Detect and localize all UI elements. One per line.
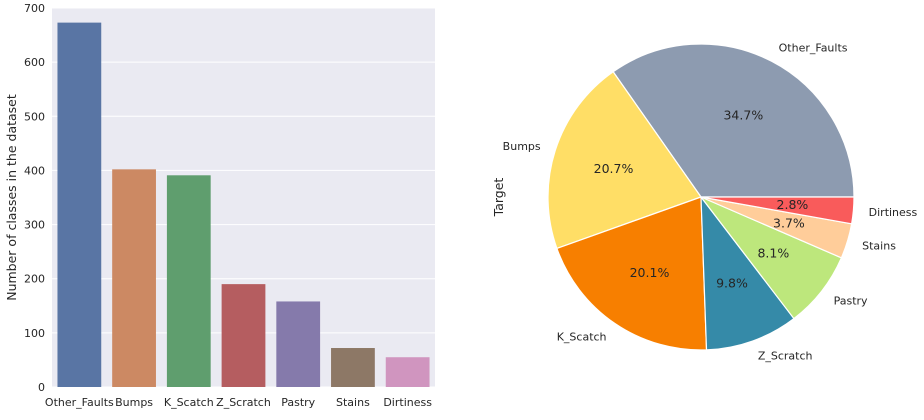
bar-y-tick-label: 700 xyxy=(24,2,45,15)
pie-category-label: Other_Faults xyxy=(779,42,848,55)
pie-slice-bumps xyxy=(547,71,702,250)
bar-y-tick-label: 100 xyxy=(24,327,45,340)
pie-category-label: Z_Scratch xyxy=(758,349,813,362)
bar-x-tick-label: Dirtiness xyxy=(383,396,432,409)
pie-slices xyxy=(547,43,855,351)
bar-x-tick-label: Stains xyxy=(336,396,370,409)
bar-x-tick-label: Bumps xyxy=(115,396,153,409)
bar-dirtiness xyxy=(385,357,430,387)
bar-bumps xyxy=(112,169,156,387)
bar-stains xyxy=(331,348,375,387)
pie-y-axis-label: Target xyxy=(491,178,506,218)
bar-x-ticks: Other_Faults Bumps K_Scatch Z_Scratch Pastry… xyxy=(45,396,432,409)
bar-k-scatch xyxy=(166,175,211,387)
pie-slice-dirtiness xyxy=(700,196,855,225)
bar-series xyxy=(57,22,430,388)
bar-x-tick-label: K_Scatch xyxy=(164,396,214,409)
bar-x-tick-label: Z_Scratch xyxy=(216,396,271,409)
pie-slice-z-scratch xyxy=(700,196,795,351)
bar-y-ticks: 0 100 200 300 400 500 600 700 xyxy=(24,2,45,394)
pie-percent-label: 2.8% xyxy=(777,197,809,212)
bar-z-scratch xyxy=(221,284,266,387)
pie-category-label: Stains xyxy=(862,240,896,253)
pie-category-labels: Other_Faults Bumps K_Scatch Z_Scratch Pastry… xyxy=(503,42,918,363)
pie-slice-k-scatch xyxy=(556,196,708,351)
bar-x-tick-label: Pastry xyxy=(281,396,315,409)
pie-slice-other-faults xyxy=(612,43,855,198)
pie-category-label: Pastry xyxy=(834,295,868,308)
pie-category-label: Dirtiness xyxy=(869,206,918,219)
pie-percent-label: 8.1% xyxy=(757,246,789,261)
bar-pastry xyxy=(276,301,321,387)
bar-y-axis-label: Number of classes in the dataset xyxy=(4,94,19,301)
pie-category-label: Bumps xyxy=(503,140,541,153)
bar-chart: 0 100 200 300 400 500 600 700 Other_Faults Bumps… xyxy=(4,2,435,409)
pie-chart: 34.7% 20.7% 20.1% 9.8% 8.1% 3.7% 2.8% Other_Fa… xyxy=(491,42,918,363)
pie-category-label: K_Scatch xyxy=(557,330,607,343)
bar-y-tick-label: 200 xyxy=(24,273,45,286)
pie-percent-label: 34.7% xyxy=(723,108,763,123)
bar-y-tick-label: 300 xyxy=(24,219,45,232)
pie-percent-labels: 34.7% 20.7% 20.1% 9.8% 8.1% 3.7% 2.8% xyxy=(594,108,809,291)
pie-percent-label: 20.7% xyxy=(594,161,634,176)
bar-y-tick-label: 500 xyxy=(24,110,45,123)
pie-percent-label: 3.7% xyxy=(773,215,805,230)
pie-percent-label: 9.8% xyxy=(716,275,748,290)
pie-percent-label: 20.1% xyxy=(630,265,670,280)
bar-other-faults xyxy=(57,22,102,388)
bar-y-tick-label: 600 xyxy=(24,56,45,69)
bar-x-tick-label: Other_Faults xyxy=(45,396,114,409)
bar-y-tick-label: 400 xyxy=(24,164,45,177)
bar-y-tick-label: 0 xyxy=(38,381,45,394)
